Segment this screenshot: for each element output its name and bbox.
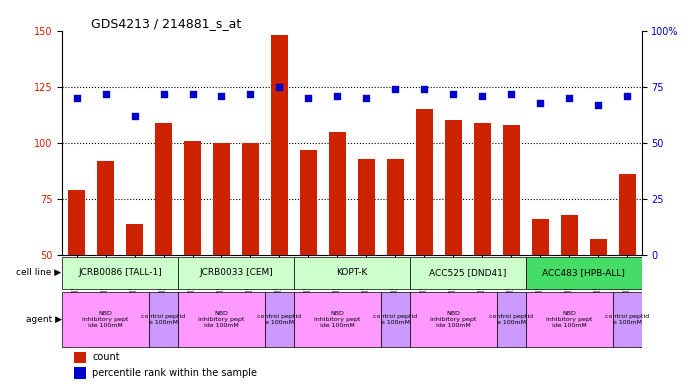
Text: cell line ▶: cell line ▶ (17, 268, 61, 277)
Text: JCRB0033 [CEM]: JCRB0033 [CEM] (199, 268, 273, 277)
FancyBboxPatch shape (381, 291, 410, 347)
Text: NBD
inhibitory pept
ide 100mM: NBD inhibitory pept ide 100mM (430, 311, 477, 328)
Text: count: count (92, 352, 120, 362)
Bar (531, 219, 549, 367)
Text: NBD
inhibitory pept
ide 100mM: NBD inhibitory pept ide 100mM (314, 311, 361, 328)
Point (303, 95, 314, 101)
Point (564, 95, 575, 101)
FancyBboxPatch shape (62, 291, 149, 347)
Point (187, 91, 198, 97)
Bar (213, 143, 230, 367)
Bar (241, 143, 259, 367)
Point (274, 84, 285, 90)
Bar (74, 352, 86, 364)
Point (216, 93, 227, 99)
FancyBboxPatch shape (62, 257, 178, 289)
FancyBboxPatch shape (526, 257, 642, 289)
FancyBboxPatch shape (410, 257, 526, 289)
FancyBboxPatch shape (294, 257, 410, 289)
Text: control peptid
e 100mM: control peptid e 100mM (257, 314, 302, 324)
Point (332, 93, 343, 99)
Bar (74, 367, 86, 379)
Text: KOPT-K: KOPT-K (336, 268, 368, 277)
Text: control peptid
e 100mM: control peptid e 100mM (605, 314, 649, 324)
Bar (184, 141, 201, 367)
Bar (560, 215, 578, 367)
Text: GDS4213 / 214881_s_at: GDS4213 / 214881_s_at (91, 17, 242, 30)
Text: NBD
inhibitory pept
ide 100mM: NBD inhibitory pept ide 100mM (546, 311, 593, 328)
Bar (97, 161, 115, 367)
Point (71, 95, 82, 101)
Point (100, 91, 111, 97)
Bar (357, 159, 375, 367)
FancyBboxPatch shape (294, 291, 381, 347)
Bar (328, 132, 346, 367)
Bar (126, 224, 144, 367)
Point (361, 95, 372, 101)
Point (390, 86, 401, 92)
Bar (473, 123, 491, 367)
Bar (155, 123, 172, 367)
Text: ACC483 [HPB-ALL]: ACC483 [HPB-ALL] (542, 268, 625, 277)
FancyBboxPatch shape (265, 291, 294, 347)
FancyBboxPatch shape (497, 291, 526, 347)
Text: NBD
inhibitory pept
ide 100mM: NBD inhibitory pept ide 100mM (198, 311, 245, 328)
Point (535, 99, 546, 106)
Point (129, 113, 140, 119)
Bar (415, 109, 433, 367)
Text: control peptid
e 100mM: control peptid e 100mM (373, 314, 417, 324)
Point (506, 91, 517, 97)
Point (477, 93, 488, 99)
Text: JCRB0086 [TALL-1]: JCRB0086 [TALL-1] (78, 268, 162, 277)
Bar (502, 125, 520, 367)
Bar (589, 239, 607, 367)
FancyBboxPatch shape (178, 291, 265, 347)
FancyBboxPatch shape (410, 291, 497, 347)
Bar (299, 150, 317, 367)
Point (158, 91, 169, 97)
FancyBboxPatch shape (178, 257, 294, 289)
Bar (270, 35, 288, 367)
Text: control peptid
e 100mM: control peptid e 100mM (489, 314, 533, 324)
Point (245, 91, 256, 97)
Text: ACC525 [DND41]: ACC525 [DND41] (429, 268, 506, 277)
Text: percentile rank within the sample: percentile rank within the sample (92, 368, 257, 378)
Bar (68, 190, 86, 367)
FancyBboxPatch shape (613, 291, 642, 347)
FancyBboxPatch shape (149, 291, 178, 347)
Point (448, 91, 459, 97)
Text: NBD
inhibitory pept
ide 100mM: NBD inhibitory pept ide 100mM (82, 311, 129, 328)
Bar (618, 174, 636, 367)
Text: control peptid
e 100mM: control peptid e 100mM (141, 314, 186, 324)
Text: agent ▶: agent ▶ (26, 315, 61, 324)
Point (593, 102, 604, 108)
Bar (386, 159, 404, 367)
FancyBboxPatch shape (526, 291, 613, 347)
Point (419, 86, 430, 92)
Bar (444, 121, 462, 367)
Point (622, 93, 633, 99)
